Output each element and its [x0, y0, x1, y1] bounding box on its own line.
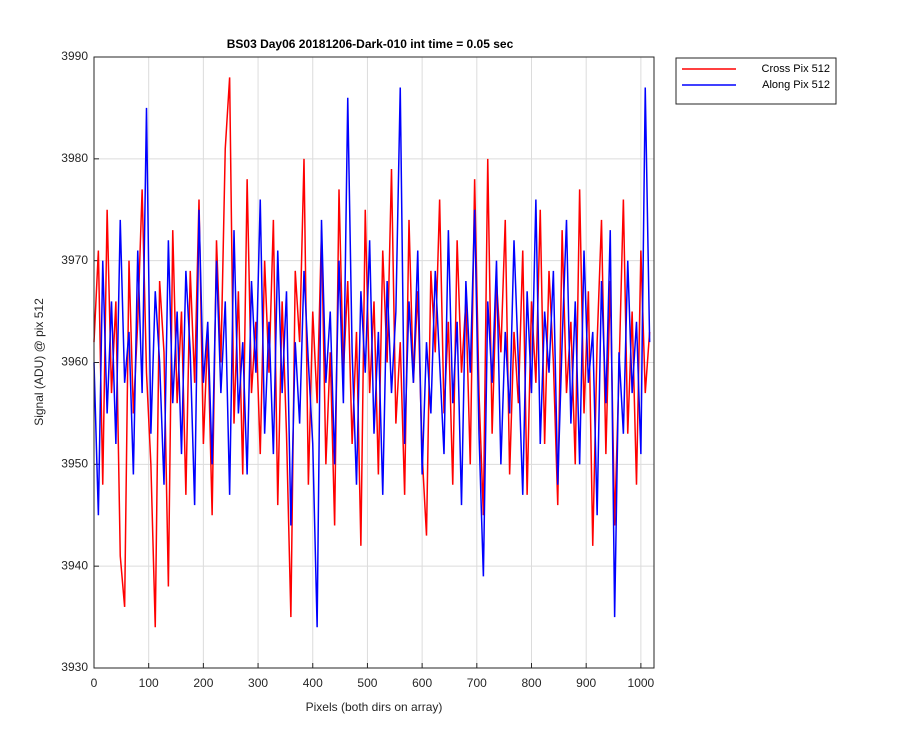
x-tick-label: 600 [412, 676, 432, 690]
x-tick-label: 400 [303, 676, 323, 690]
chart-title: BS03 Day06 20181206-Dark-010 int time = … [227, 37, 514, 51]
x-tick-label: 100 [139, 676, 159, 690]
x-tick-label: 800 [521, 676, 541, 690]
x-tick-label: 500 [357, 676, 377, 690]
axes-box [93, 56, 655, 669]
x-tick-label: 0 [91, 676, 98, 690]
legend-label: Along Pix 512 [762, 79, 830, 91]
x-tick-label: 1000 [628, 676, 655, 690]
x-tick-label: 300 [248, 676, 268, 690]
series-line [93, 87, 651, 628]
x-axis-label: Pixels (both dirs on array) [306, 700, 443, 714]
x-tick-label: 900 [576, 676, 596, 690]
y-tick-label: 3950 [61, 457, 88, 471]
x-tick-label: 700 [467, 676, 487, 690]
y-tick-label: 3930 [61, 660, 88, 674]
y-tick-label: 3990 [61, 49, 88, 63]
y-tick-label: 3960 [61, 355, 88, 369]
y-axis-label: Signal (ADU) @ pix 512 [32, 298, 46, 426]
y-tick-label: 3970 [61, 253, 88, 267]
y-tick-label: 3940 [61, 558, 88, 572]
x-tick-label: 200 [193, 676, 213, 690]
y-tick-label: 3980 [61, 151, 88, 165]
legend-label: Cross Pix 512 [762, 63, 830, 75]
legend-box [675, 57, 837, 105]
